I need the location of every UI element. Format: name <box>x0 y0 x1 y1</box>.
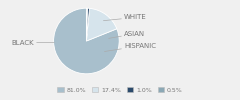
Legend: 81.0%, 17.4%, 1.0%, 0.5%: 81.0%, 17.4%, 1.0%, 0.5% <box>57 87 183 93</box>
Wedge shape <box>86 8 90 41</box>
Text: HISPANIC: HISPANIC <box>104 43 156 52</box>
Text: WHITE: WHITE <box>103 14 147 21</box>
Wedge shape <box>54 8 119 74</box>
Wedge shape <box>86 8 117 41</box>
Wedge shape <box>86 8 87 41</box>
Text: ASIAN: ASIAN <box>109 31 145 38</box>
Text: BLACK: BLACK <box>11 40 54 46</box>
